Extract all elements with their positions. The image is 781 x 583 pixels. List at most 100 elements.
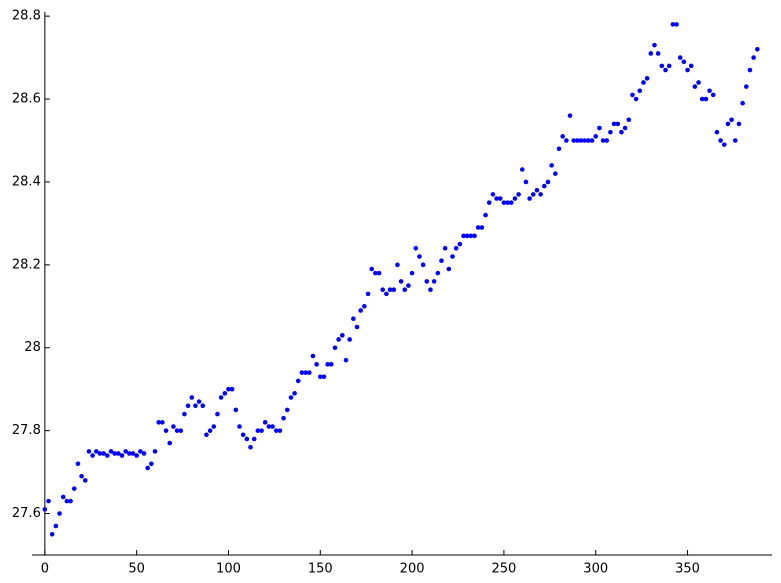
point (240, 432, 246, 438)
point (648, 51, 654, 56)
y-tick-label: 27.6 (12, 506, 41, 521)
point (53, 523, 59, 529)
point (736, 121, 742, 127)
point (677, 55, 683, 60)
point (123, 449, 128, 454)
point (442, 245, 448, 251)
point (211, 424, 217, 429)
point (560, 134, 565, 139)
x-tick-label: 200 (400, 562, 425, 577)
point (174, 428, 180, 433)
point (71, 486, 77, 491)
point (461, 233, 466, 239)
point (284, 407, 290, 413)
point (743, 84, 749, 89)
point (281, 415, 286, 421)
point (519, 167, 525, 172)
point (373, 270, 378, 276)
point (178, 428, 184, 433)
point (600, 138, 606, 143)
point (633, 96, 639, 102)
point (288, 395, 294, 400)
point (637, 88, 643, 94)
x-tick-label: 0 (41, 562, 49, 577)
point (417, 254, 422, 259)
point (435, 270, 441, 276)
point (453, 245, 459, 251)
point (446, 266, 452, 272)
point (575, 138, 580, 143)
point (512, 196, 518, 201)
point (347, 337, 352, 342)
point (299, 370, 305, 375)
point (508, 200, 514, 205)
point (141, 451, 147, 456)
point (413, 245, 419, 251)
point (582, 138, 588, 143)
point (244, 436, 250, 442)
point (556, 146, 562, 152)
point (354, 324, 360, 330)
point (130, 451, 136, 456)
point (431, 279, 437, 284)
point (516, 192, 521, 197)
y-tick-label: 28.4 (12, 174, 41, 189)
point (523, 179, 529, 185)
point (659, 63, 665, 69)
point (343, 357, 349, 363)
point (534, 187, 540, 193)
point (93, 449, 99, 454)
point (134, 453, 139, 458)
point (336, 337, 341, 342)
point (163, 428, 169, 433)
point (692, 84, 698, 89)
point (604, 138, 610, 143)
point (365, 291, 371, 297)
point (578, 138, 584, 143)
point (619, 129, 624, 135)
point (586, 138, 591, 143)
x-tick-label: 50 (128, 562, 145, 577)
point (204, 432, 209, 438)
point (391, 287, 397, 293)
point (68, 498, 73, 504)
point (116, 451, 121, 456)
y-tick-label: 28 (24, 340, 41, 355)
point (707, 88, 712, 94)
point (303, 370, 308, 375)
point (472, 233, 477, 239)
point (457, 241, 463, 247)
point (611, 121, 617, 127)
point (200, 403, 206, 409)
point (332, 345, 338, 351)
point (112, 451, 117, 456)
point (149, 461, 154, 467)
point (530, 192, 536, 197)
point (751, 55, 756, 60)
point (729, 117, 734, 123)
point (703, 96, 709, 102)
point (42, 507, 48, 512)
point (494, 196, 499, 201)
point (545, 179, 551, 185)
point (549, 163, 554, 168)
point (395, 262, 400, 268)
y-tick-label: 27.8 (12, 423, 41, 438)
point (207, 428, 213, 433)
point (292, 391, 297, 396)
point (340, 333, 345, 338)
point (644, 76, 650, 81)
point (185, 403, 191, 409)
point (86, 449, 92, 454)
y-tick-label: 28.8 (12, 9, 41, 24)
point (670, 22, 676, 27)
point (747, 67, 753, 73)
point (593, 134, 599, 139)
point (714, 129, 720, 135)
point (317, 374, 323, 380)
point (380, 287, 386, 293)
point (138, 449, 143, 454)
point (295, 378, 301, 384)
